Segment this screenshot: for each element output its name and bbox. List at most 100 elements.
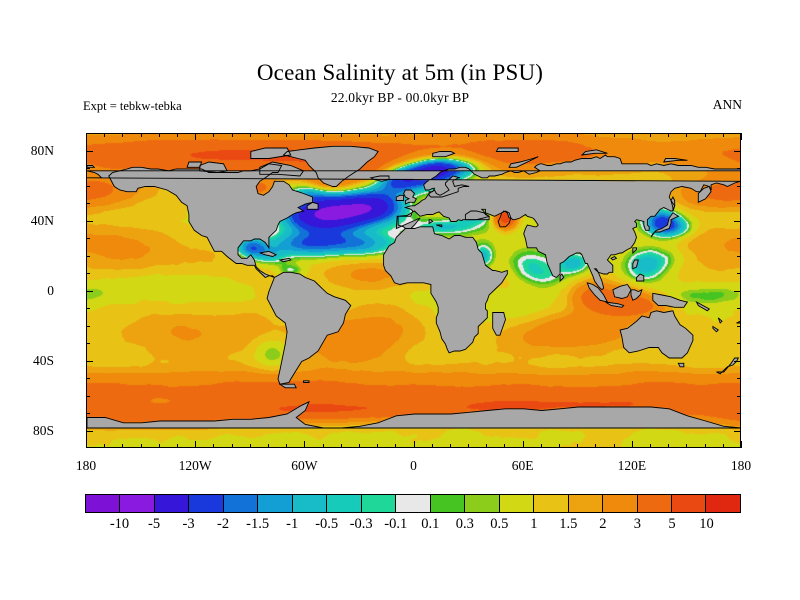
colorbar-band-0 <box>86 495 121 512</box>
x-tick <box>449 444 451 448</box>
colorbar-tick-1: 1 <box>530 516 538 532</box>
x-tick <box>741 441 742 448</box>
coastline-wrangel <box>87 165 96 168</box>
colorbar-tick-2: 2 <box>599 516 607 532</box>
y-axis-label-40S: 40S <box>32 352 54 368</box>
x-tick <box>140 444 142 448</box>
x-tick <box>449 133 451 137</box>
x-tick <box>613 133 615 137</box>
coastline-sakhalin <box>670 196 676 212</box>
y-tick <box>734 430 741 432</box>
coastline-iceland <box>369 175 390 182</box>
x-tick <box>286 444 288 448</box>
x-tick <box>122 133 124 137</box>
coastline-srilanka <box>559 273 565 283</box>
coastline-japan <box>650 212 680 238</box>
coastline-newfound <box>306 201 319 210</box>
colorbar-tick--1: -1 <box>286 516 299 532</box>
y-axis-label-80N: 80N <box>30 142 54 158</box>
season-label: ANN <box>712 97 742 112</box>
x-axis-label-120W: 120W <box>178 458 212 473</box>
coastline-overlay <box>87 145 740 429</box>
x-tick <box>722 133 724 137</box>
x-tick <box>704 133 706 137</box>
coastline-antarctica <box>87 400 740 429</box>
colorbar-tick--0.1: -0.1 <box>384 516 408 532</box>
x-tick <box>377 133 379 137</box>
coastline-tasmania <box>677 362 685 368</box>
coastline-svernaya <box>580 149 608 156</box>
coastline-blacksea <box>464 210 491 221</box>
y-tick <box>86 238 90 239</box>
x-tick <box>504 133 506 137</box>
y-tick <box>737 203 741 204</box>
x-tick <box>468 133 470 137</box>
x-tick <box>559 133 561 137</box>
colorbar-tick-5: 5 <box>668 516 676 532</box>
y-tick <box>86 413 90 414</box>
x-tick <box>86 441 87 448</box>
colorbar-band-11 <box>465 495 500 512</box>
x-tick <box>322 444 324 448</box>
coastline-madagascar <box>492 312 506 336</box>
x-axis-label-180: 180 <box>730 458 752 473</box>
colorbar-tick--0.3: -0.3 <box>349 516 373 532</box>
coastline-victoria <box>199 161 228 173</box>
x-tick <box>231 133 233 137</box>
x-tick <box>704 444 706 448</box>
y-tick <box>737 325 741 327</box>
colorbar-tick-labels: -10 -5 -3 -2 -1.5 -1 -0.5 -0.3 -0.1 0.1 0.3 0.5 1 1.5… <box>0 516 800 538</box>
coastline-ellesmere <box>250 147 292 159</box>
y-tick <box>737 238 741 239</box>
x-tick <box>358 133 360 137</box>
x-tick <box>358 444 360 448</box>
y-tick <box>737 343 741 344</box>
colorbar-band-4 <box>223 495 259 512</box>
x-tick <box>104 133 106 137</box>
coastline-africa <box>383 226 508 354</box>
y-tick <box>86 308 90 309</box>
x-tick <box>577 133 579 137</box>
coastline-franzjosef <box>495 147 519 152</box>
x-tick <box>650 444 652 448</box>
colorbar-band-6 <box>292 495 328 512</box>
x-tick <box>158 444 160 448</box>
coastline-namerica <box>108 163 314 279</box>
colorbar-band-17 <box>671 495 707 512</box>
colorbar <box>85 494 741 513</box>
y-axis-label-80S: 80S <box>32 422 54 438</box>
x-tick <box>231 444 233 448</box>
x-tick <box>104 444 106 448</box>
coastline-newcal <box>712 325 720 333</box>
coastline-vanuatu <box>717 317 723 324</box>
x-tick <box>122 444 124 448</box>
y-tick <box>86 168 90 169</box>
y-tick <box>737 168 741 169</box>
coastline-fiji <box>736 320 740 324</box>
coastline-ireland <box>395 194 405 201</box>
x-tick <box>540 444 542 448</box>
x-tick <box>140 133 142 137</box>
x-tick <box>158 133 160 137</box>
y-axis-label-0: 0 <box>47 282 54 298</box>
colorbar-tick--1.5: -1.5 <box>246 516 270 532</box>
colorbar-band-10 <box>430 495 466 512</box>
colorbar-band-7 <box>327 495 362 512</box>
y-tick <box>86 395 90 397</box>
x-axis-label-180: 180 <box>75 458 97 473</box>
coastline-mindanao <box>636 273 645 282</box>
colorbar-band-8 <box>361 495 397 512</box>
coastline-novosib <box>663 158 688 163</box>
x-tick <box>468 444 470 448</box>
x-tick <box>176 133 178 137</box>
colorbar-band-5 <box>258 495 293 512</box>
colorbar-band-18 <box>706 495 740 512</box>
x-tick <box>395 444 397 448</box>
colorbar-band-3 <box>189 495 224 512</box>
x-tick <box>213 444 215 448</box>
y-tick <box>737 413 741 414</box>
coastline-greenland <box>282 145 379 187</box>
colorbar-band-16 <box>637 495 672 512</box>
colorbar-tick-10: 10 <box>699 516 714 532</box>
y-tick <box>734 150 741 152</box>
